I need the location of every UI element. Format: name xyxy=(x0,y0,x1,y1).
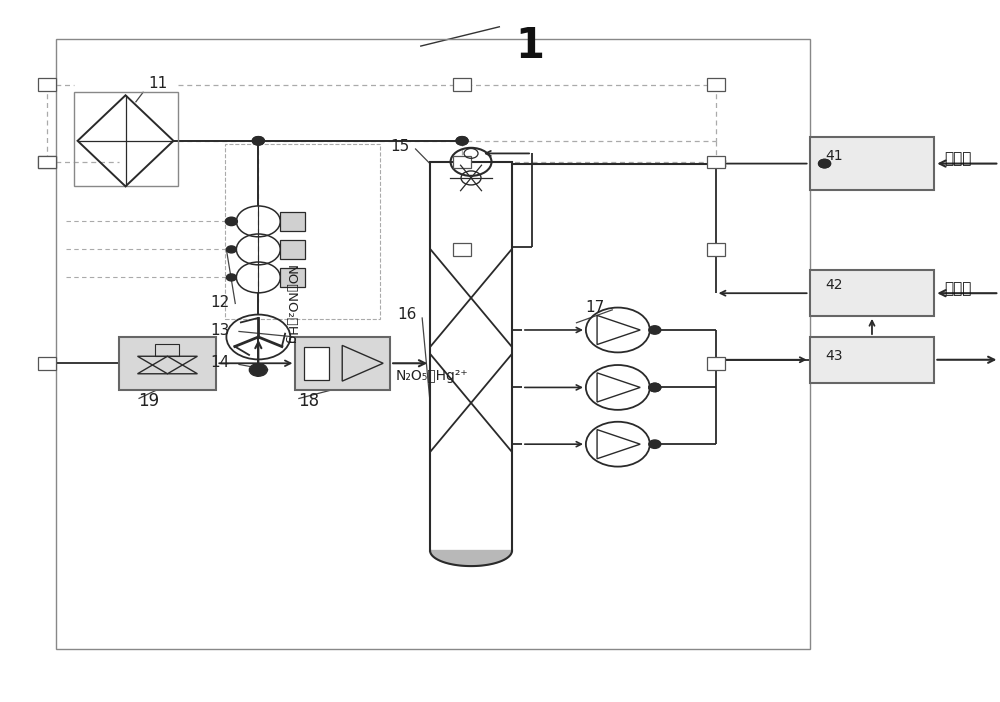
Text: 17: 17 xyxy=(585,300,604,314)
Bar xyxy=(304,347,329,380)
Circle shape xyxy=(226,218,236,225)
Bar xyxy=(225,145,380,319)
Bar xyxy=(453,156,471,168)
Bar xyxy=(280,239,305,259)
Circle shape xyxy=(649,383,661,392)
Text: 18: 18 xyxy=(298,392,319,410)
Bar xyxy=(707,357,725,370)
Text: 41: 41 xyxy=(826,149,843,163)
Polygon shape xyxy=(430,550,512,566)
Circle shape xyxy=(225,217,237,225)
Text: 14: 14 xyxy=(210,355,230,370)
Circle shape xyxy=(649,383,661,392)
Circle shape xyxy=(456,137,468,145)
Bar xyxy=(707,79,725,91)
Text: 19: 19 xyxy=(138,392,159,410)
Circle shape xyxy=(226,246,236,253)
Bar xyxy=(453,243,471,256)
Circle shape xyxy=(250,364,266,376)
Circle shape xyxy=(819,159,831,168)
Text: 16: 16 xyxy=(397,307,417,322)
Text: 12: 12 xyxy=(210,295,230,310)
Bar xyxy=(38,357,56,370)
Bar xyxy=(280,267,305,287)
Circle shape xyxy=(649,326,661,334)
Bar xyxy=(155,344,179,356)
Text: 42: 42 xyxy=(826,278,843,291)
Bar xyxy=(810,138,934,190)
Text: 1: 1 xyxy=(515,25,544,67)
Text: 11: 11 xyxy=(148,77,168,91)
Circle shape xyxy=(819,159,831,168)
Text: 15: 15 xyxy=(390,139,409,154)
Circle shape xyxy=(649,440,661,449)
Bar xyxy=(119,337,216,390)
Bar xyxy=(38,156,56,168)
Circle shape xyxy=(456,137,468,145)
Text: 13: 13 xyxy=(210,323,230,338)
Bar xyxy=(56,39,810,649)
Bar xyxy=(38,79,56,91)
Text: 烟气入: 烟气入 xyxy=(944,151,972,166)
Bar xyxy=(707,243,725,256)
Circle shape xyxy=(226,274,236,281)
Bar xyxy=(280,211,305,231)
Bar xyxy=(295,337,390,390)
Bar xyxy=(74,92,178,186)
Bar xyxy=(453,79,471,91)
Bar xyxy=(707,156,725,168)
Bar xyxy=(430,162,512,550)
Circle shape xyxy=(252,137,264,145)
Text: 补充液: 补充液 xyxy=(944,281,972,296)
Bar xyxy=(38,156,56,168)
Text: N₂O₅、Hg²⁺: N₂O₅、Hg²⁺ xyxy=(395,369,468,383)
Circle shape xyxy=(252,137,264,145)
Bar xyxy=(810,270,934,316)
Text: 43: 43 xyxy=(826,349,843,363)
Text: NO、NO₂、Hg: NO、NO₂、Hg xyxy=(284,265,297,345)
Bar xyxy=(810,337,934,383)
